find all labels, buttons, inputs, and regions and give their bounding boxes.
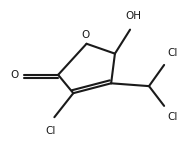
Text: Cl: Cl bbox=[45, 126, 56, 136]
Text: O: O bbox=[81, 30, 90, 40]
Text: Cl: Cl bbox=[167, 48, 177, 58]
Text: Cl: Cl bbox=[167, 112, 177, 122]
Text: O: O bbox=[10, 70, 18, 80]
Text: OH: OH bbox=[125, 11, 141, 21]
